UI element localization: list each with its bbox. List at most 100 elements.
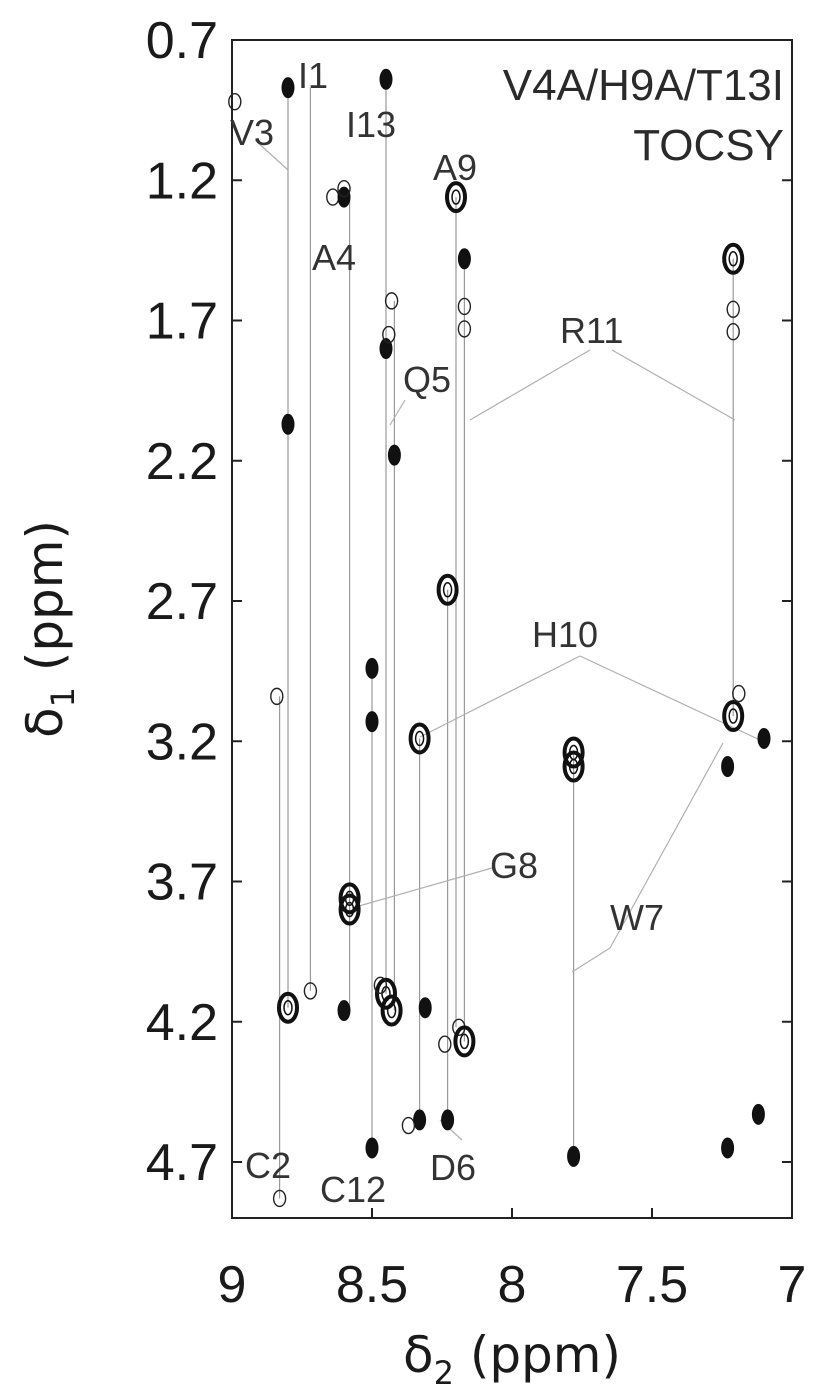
y-tick-label: 3.2 <box>146 713 218 771</box>
label-connector <box>351 867 493 909</box>
residue-label: I13 <box>346 104 396 145</box>
peak <box>365 657 379 679</box>
x-tick-label: 9 <box>218 1256 247 1314</box>
peak-inner-contour <box>442 582 453 598</box>
residue-label: G8 <box>490 845 538 886</box>
peak <box>379 68 393 90</box>
label-connector <box>579 655 761 741</box>
x-axis-label: δ2 (ppm) <box>403 1326 621 1392</box>
peak <box>272 1189 287 1208</box>
peak <box>726 323 740 341</box>
peak <box>338 882 361 915</box>
peak <box>375 977 397 1010</box>
plot-frame <box>231 39 793 1219</box>
axis-tick-labels: 9 8.5 8 7.5 7 0.7 1.2 1.7 2.2 2.7 3.2 3.7 4.2 4.7 <box>146 12 807 1314</box>
residue-label: C2 <box>245 1145 291 1186</box>
peak <box>721 1137 735 1159</box>
peak-inner-contour <box>283 999 293 1016</box>
peak <box>365 711 379 733</box>
peak <box>751 1103 765 1125</box>
peak <box>303 982 318 1000</box>
y-tick-label: 4.7 <box>146 1134 218 1192</box>
peak-inner-contour <box>728 708 738 724</box>
y-tick-label: 4.2 <box>146 994 218 1052</box>
peak <box>408 722 431 755</box>
peak <box>380 994 403 1027</box>
peak <box>382 325 396 344</box>
residue-label: V3 <box>230 112 274 153</box>
axis-ticks <box>231 39 793 1218</box>
y-axis-label: δ1 (ppm) <box>16 520 82 738</box>
peak <box>438 1035 452 1053</box>
label-connector <box>254 139 289 171</box>
peak <box>457 248 471 270</box>
peak <box>562 736 585 769</box>
residue-label: Q5 <box>403 359 451 400</box>
residue-label: A9 <box>433 147 477 188</box>
y-tick-label: 1.7 <box>146 293 218 351</box>
peak <box>757 727 771 749</box>
chart-title: V4A/H9A/T13I <box>503 61 784 110</box>
y-tick-label: 2.2 <box>146 433 218 491</box>
peak <box>228 93 242 111</box>
peak <box>726 300 740 318</box>
peak <box>365 1137 379 1159</box>
label-connector <box>611 349 736 421</box>
residue-label: W7 <box>610 897 664 938</box>
peak <box>281 77 295 99</box>
peak <box>457 320 472 338</box>
chart-subtitle: TOCSY <box>633 121 784 170</box>
peak-inner-contour <box>728 251 738 267</box>
x-tick-label: 7.5 <box>616 1256 688 1314</box>
x-tick-label: 8 <box>498 1256 527 1314</box>
residue-label: D6 <box>430 1147 476 1188</box>
peak <box>373 976 388 994</box>
peak <box>413 1109 427 1131</box>
peak <box>281 413 295 435</box>
peak-inner-contour <box>344 890 355 907</box>
peak <box>338 893 361 926</box>
x-tick-label: 8.5 <box>336 1256 408 1314</box>
peak <box>326 188 340 206</box>
label-connector <box>609 742 724 949</box>
peak <box>567 1145 581 1167</box>
peak <box>379 338 393 360</box>
residue-label: A4 <box>312 237 356 278</box>
peak <box>270 687 284 706</box>
peak-inner-contour <box>414 730 425 747</box>
peak-inner-contour <box>568 744 579 761</box>
label-connector <box>419 655 581 738</box>
peak <box>457 297 472 316</box>
peak <box>732 684 746 703</box>
y-tick-label: 0.7 <box>146 12 218 70</box>
peak-inner-contour <box>451 189 461 205</box>
peak <box>721 755 735 777</box>
peak-layer <box>228 68 771 1208</box>
label-connector <box>389 399 406 426</box>
peak <box>453 1025 476 1058</box>
peak <box>401 1116 416 1135</box>
y-tick-label: 1.2 <box>146 152 218 210</box>
peak <box>441 1109 455 1131</box>
peak <box>436 573 459 606</box>
peak <box>445 181 467 214</box>
peak <box>384 292 399 310</box>
peak <box>562 750 585 783</box>
peak-inner-contour <box>386 1002 397 1019</box>
peak <box>337 179 351 198</box>
y-tick-label: 2.7 <box>146 573 218 631</box>
peak <box>277 991 299 1024</box>
y-tick-label: 3.7 <box>146 854 218 912</box>
residue-label: R11 <box>560 310 623 351</box>
peak <box>722 242 745 275</box>
peak-inner-contour <box>459 1033 470 1050</box>
peak <box>387 444 401 466</box>
x-tick-label: 7 <box>778 1256 807 1314</box>
peak <box>337 1000 351 1022</box>
label-connector <box>469 349 591 421</box>
residue-label: H10 <box>532 614 598 655</box>
label-connector <box>571 947 611 973</box>
residue-label: C12 <box>320 1169 386 1210</box>
peak <box>722 700 745 733</box>
